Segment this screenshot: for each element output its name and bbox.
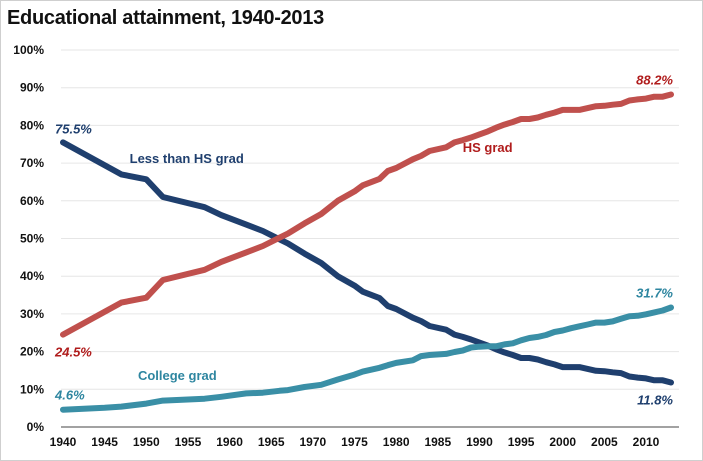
x-tick-label: 1990 xyxy=(466,435,493,449)
y-tick-label: 100% xyxy=(13,43,44,57)
series-line-college-grad xyxy=(60,304,674,413)
y-tick-label: 80% xyxy=(20,118,44,132)
x-axis: 1940 1945 1950 1955 1960 1965 1970 1975 1980 1985… xyxy=(50,435,660,449)
y-tick-label: 70% xyxy=(20,156,44,170)
y-tick-label: 20% xyxy=(20,345,44,359)
x-tick-label: 1975 xyxy=(341,435,368,449)
start-value-label-hs-grad: 24.5% xyxy=(54,345,92,360)
end-value-label-less-than-hs-grad: 11.8% xyxy=(637,393,673,408)
y-tick-label: 10% xyxy=(20,382,44,396)
series-lines xyxy=(60,91,674,413)
y-tick-label: 60% xyxy=(20,194,44,208)
y-axis: 0% 10% 20% 30% 40% 50% 60% 70% 80% 90% 100% xyxy=(13,43,44,434)
series-label-less-than-hs-grad: Less than HS grad xyxy=(130,151,244,166)
end-value-label-hs-grad: 88.2% xyxy=(636,72,673,87)
x-tick-label: 2000 xyxy=(549,435,576,449)
x-tick-label: 1970 xyxy=(300,435,327,449)
chart-title: Educational attainment, 1940-2013 xyxy=(7,7,324,29)
series-label-college-grad: College grad xyxy=(138,368,217,383)
end-value-label-college-grad: 31.7% xyxy=(636,285,673,300)
y-tick-label: 50% xyxy=(20,232,44,246)
start-value-label-less-than-hs-grad: 75.5% xyxy=(55,121,92,136)
y-gridlines xyxy=(61,49,679,390)
series-line-less-than-hs-grad xyxy=(60,139,674,386)
y-tick-label: 40% xyxy=(20,269,44,283)
x-tick-label: 2005 xyxy=(591,435,618,449)
chart-labels: Less than HS grad 75.5% 11.8% HS grad 24.5% 8… xyxy=(54,72,673,407)
x-tick-label: 1985 xyxy=(424,435,451,449)
x-tick-label: 1945 xyxy=(91,435,118,449)
x-tick-label: 1950 xyxy=(133,435,160,449)
x-tick-label: 1980 xyxy=(383,435,410,449)
x-tick-label: 1995 xyxy=(508,435,535,449)
x-tick-label: 1965 xyxy=(258,435,285,449)
x-tick-label: 2010 xyxy=(633,435,660,449)
start-value-label-college-grad: 4.6% xyxy=(54,388,85,403)
series-line-hs-grad xyxy=(60,91,674,338)
x-tick-label: 1960 xyxy=(216,435,243,449)
series-label-hs-grad: HS grad xyxy=(463,140,513,155)
y-tick-label: 90% xyxy=(20,81,44,95)
y-tick-label: 30% xyxy=(20,307,44,321)
x-tick-label: 1955 xyxy=(175,435,202,449)
y-tick-label: 0% xyxy=(27,420,45,434)
x-tick-label: 1940 xyxy=(50,435,77,449)
